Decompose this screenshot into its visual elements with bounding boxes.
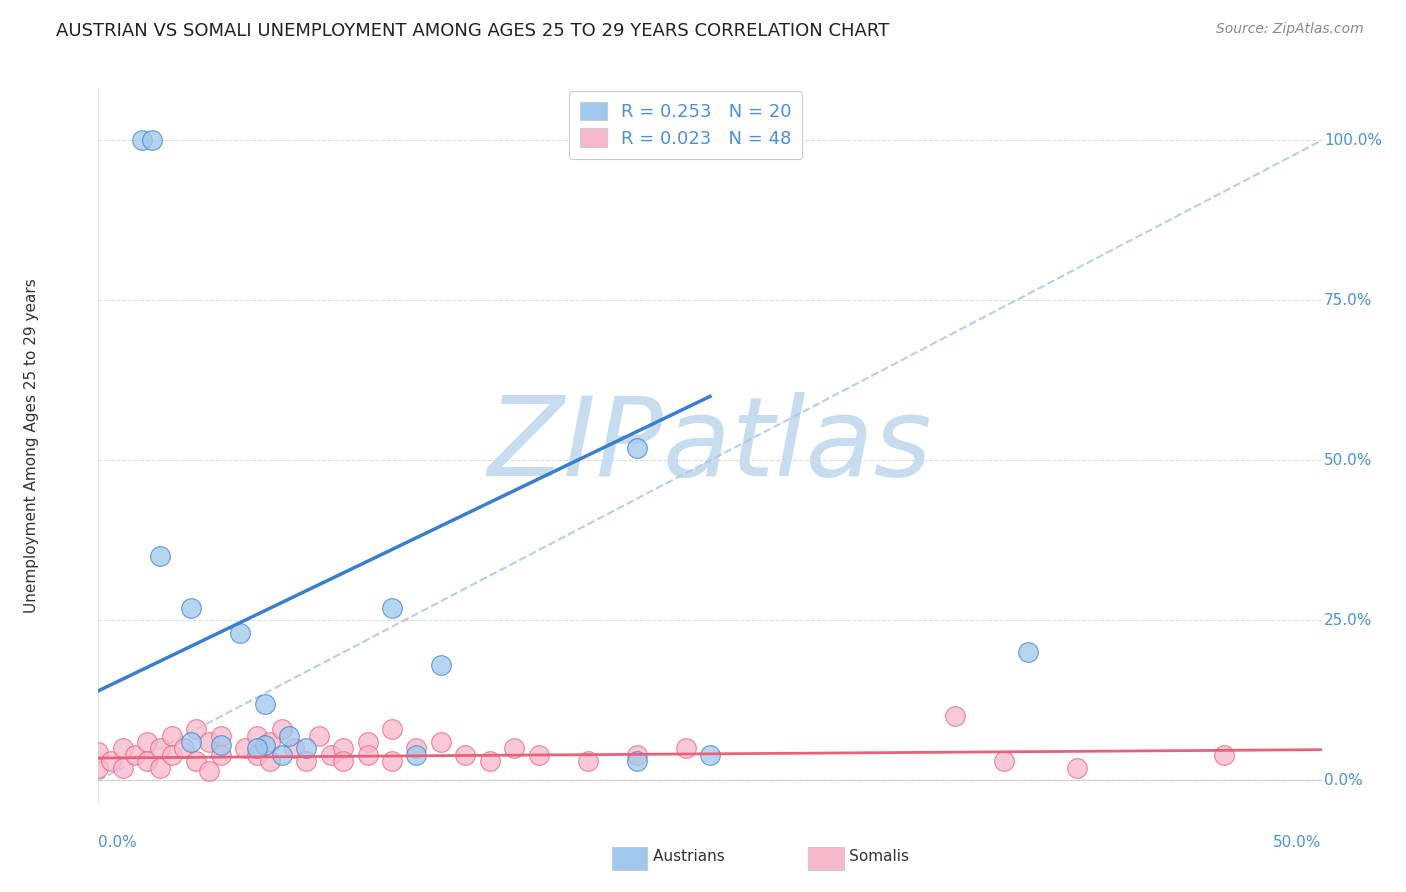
Point — [149, 761, 172, 775]
Point — [405, 741, 427, 756]
Point — [253, 697, 276, 711]
Point — [527, 747, 550, 762]
Point — [246, 747, 269, 762]
Point — [246, 741, 269, 756]
Point — [675, 741, 697, 756]
Point — [111, 741, 134, 756]
Point — [626, 754, 648, 768]
Point — [180, 600, 202, 615]
Point — [246, 729, 269, 743]
Point — [1066, 761, 1088, 775]
Point — [259, 754, 281, 768]
Point — [332, 741, 354, 756]
Point — [308, 729, 330, 743]
Text: Source: ZipAtlas.com: Source: ZipAtlas.com — [1216, 22, 1364, 37]
Point — [186, 722, 208, 736]
Point — [626, 441, 648, 455]
Legend: R = 0.253   N = 20, R = 0.023   N = 48: R = 0.253 N = 20, R = 0.023 N = 48 — [568, 91, 803, 159]
Point — [381, 754, 404, 768]
Point — [381, 600, 404, 615]
Point — [233, 741, 256, 756]
Point — [87, 745, 110, 759]
Point — [319, 747, 342, 762]
Text: 50.0%: 50.0% — [1274, 835, 1322, 850]
Point — [87, 761, 110, 775]
Text: 50.0%: 50.0% — [1324, 453, 1372, 468]
Point — [173, 741, 195, 756]
Point — [1212, 747, 1234, 762]
Point — [149, 549, 172, 564]
Point — [186, 754, 208, 768]
Text: 100.0%: 100.0% — [1324, 133, 1382, 148]
Point — [356, 735, 378, 749]
Point — [278, 729, 301, 743]
Text: AUSTRIAN VS SOMALI UNEMPLOYMENT AMONG AGES 25 TO 29 YEARS CORRELATION CHART: AUSTRIAN VS SOMALI UNEMPLOYMENT AMONG AG… — [56, 22, 890, 40]
Point — [209, 747, 232, 762]
Text: Somalis: Somalis — [815, 849, 910, 863]
Point — [943, 709, 966, 723]
Text: 0.0%: 0.0% — [98, 835, 138, 850]
Point — [283, 741, 305, 756]
Point — [381, 722, 404, 736]
Point — [253, 738, 276, 752]
Point — [136, 735, 159, 749]
Point — [430, 658, 453, 673]
Point — [131, 133, 153, 147]
Text: ZIPatlas: ZIPatlas — [488, 392, 932, 500]
Point — [180, 735, 202, 749]
Point — [149, 741, 172, 756]
Point — [270, 722, 294, 736]
Point — [478, 754, 501, 768]
Point — [197, 764, 219, 778]
Point — [209, 738, 232, 752]
Point — [100, 754, 122, 768]
Point — [259, 735, 281, 749]
Point — [626, 747, 648, 762]
Point — [699, 747, 721, 762]
Point — [197, 735, 219, 749]
Point — [209, 729, 232, 743]
Point — [356, 747, 378, 762]
Point — [160, 747, 183, 762]
Point — [454, 747, 477, 762]
Text: 75.0%: 75.0% — [1324, 293, 1372, 308]
Point — [1017, 645, 1039, 659]
Point — [430, 735, 453, 749]
Point — [295, 754, 318, 768]
Point — [405, 747, 427, 762]
Text: Austrians: Austrians — [619, 849, 724, 863]
Point — [576, 754, 599, 768]
Point — [993, 754, 1015, 768]
Point — [141, 133, 163, 147]
Point — [136, 754, 159, 768]
Point — [503, 741, 526, 756]
Point — [295, 741, 318, 756]
Point — [270, 747, 294, 762]
Text: 25.0%: 25.0% — [1324, 613, 1372, 628]
Point — [111, 761, 134, 775]
Point — [160, 729, 183, 743]
Point — [124, 747, 146, 762]
Point — [332, 754, 354, 768]
Text: 0.0%: 0.0% — [1324, 772, 1362, 788]
Point — [229, 626, 252, 640]
Text: Unemployment Among Ages 25 to 29 years: Unemployment Among Ages 25 to 29 years — [24, 278, 38, 614]
